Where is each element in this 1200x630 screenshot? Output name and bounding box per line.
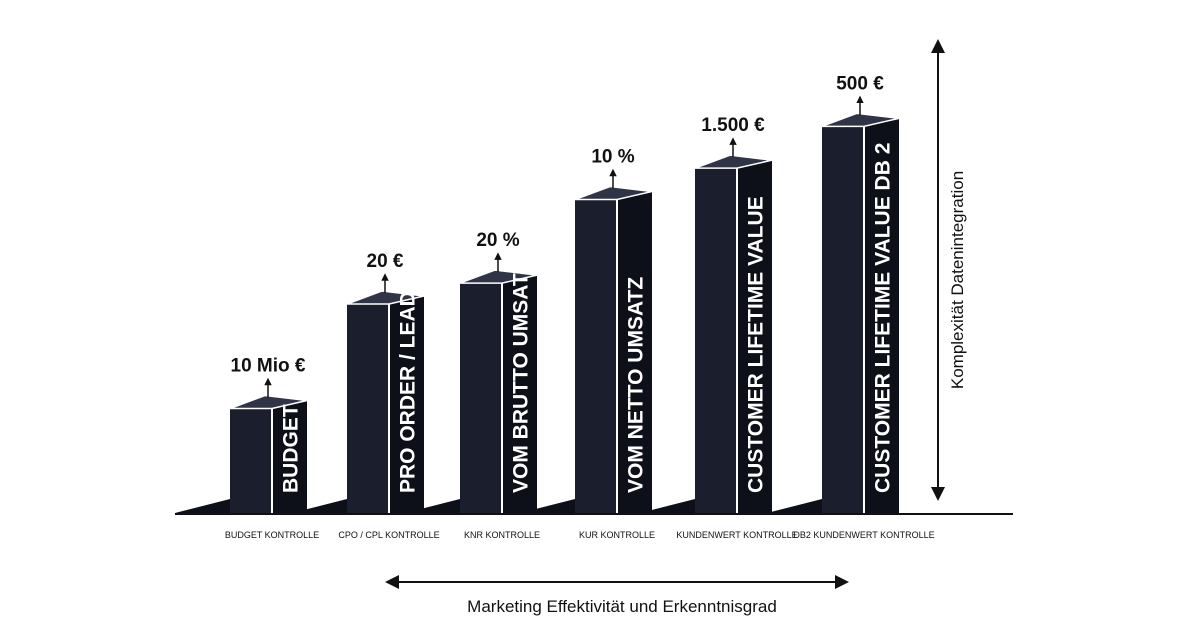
bar-front-face bbox=[822, 126, 864, 513]
category-label: KUNDENWERT KONTROLLE bbox=[676, 530, 797, 540]
bar-top-face bbox=[821, 112, 900, 128]
bar-label: BUDGET bbox=[280, 404, 303, 493]
value-label: 500 € bbox=[836, 73, 884, 94]
bar-4: VOM NETTO UMSATZ 10 % bbox=[520, 147, 653, 513]
bar-side-face bbox=[737, 160, 772, 513]
bar-shadow bbox=[175, 499, 230, 513]
bar-side-face bbox=[389, 296, 424, 513]
value-label: 1.500 € bbox=[701, 115, 765, 136]
bar-front-face bbox=[575, 199, 617, 513]
bar-side-face bbox=[617, 191, 652, 513]
category-label: DB2 KUNDENWERT KONTROLLE bbox=[793, 530, 934, 540]
bar-side-face bbox=[272, 400, 307, 513]
bar-2: PRO ORDER / LEAD 20 € bbox=[292, 251, 425, 513]
bar-shadow bbox=[767, 499, 822, 513]
bar-5: CUSTOMER LIFETIME VALUE 1.500 € bbox=[640, 115, 773, 513]
bar-3: VOM BRUTTO UMSATZ 20 % bbox=[405, 230, 538, 513]
bar-label: CUSTOMER LIFETIME VALUE bbox=[745, 196, 768, 493]
bar-top-face bbox=[459, 269, 538, 284]
bar-front-face bbox=[460, 283, 502, 513]
bar-shadow bbox=[292, 499, 347, 513]
bar-front-face bbox=[695, 168, 737, 513]
bar-label: CUSTOMER LIFETIME VALUE DB 2 bbox=[872, 143, 895, 493]
bar-side-face bbox=[502, 275, 537, 513]
bar-top-face bbox=[694, 154, 773, 169]
bar-1: BUDGET 10 Mio € bbox=[175, 356, 308, 513]
bar-top-face bbox=[574, 185, 653, 201]
bar-top-face bbox=[229, 394, 308, 410]
value-label: 20 % bbox=[476, 230, 519, 251]
bar-label: VOM BRUTTO UMSATZ bbox=[510, 260, 533, 493]
value-label: 10 Mio € bbox=[231, 356, 306, 377]
y-axis-title: Komplexität Datenintegration bbox=[948, 171, 967, 389]
category-label: KUR KONTROLLE bbox=[579, 530, 655, 540]
bar-6: CUSTOMER LIFETIME VALUE DB 2 500 € bbox=[767, 73, 900, 513]
bar-shadow bbox=[640, 499, 695, 513]
bar-shadow bbox=[405, 499, 460, 513]
bar-shadow bbox=[520, 499, 575, 513]
category-label: CPO / CPL KONTROLLE bbox=[338, 530, 439, 540]
bar-top-face bbox=[346, 290, 425, 305]
category-labels: BUDGET KONTROLLE CPO / CPL KONTROLLE KNR K… bbox=[225, 530, 935, 540]
x-axis-title: Marketing Effektivität und Erkenntnisgra… bbox=[467, 597, 777, 616]
value-label: 10 % bbox=[591, 147, 634, 168]
value-label: 20 € bbox=[367, 251, 404, 272]
bar-front-face bbox=[230, 408, 272, 513]
bar-side-face bbox=[864, 118, 899, 513]
bar-label: VOM NETTO UMSATZ bbox=[625, 277, 648, 493]
category-label: KNR KONTROLLE bbox=[464, 530, 540, 540]
bar-label: PRO ORDER / LEAD bbox=[397, 291, 420, 493]
category-label: BUDGET KONTROLLE bbox=[225, 530, 319, 540]
bar-front-face bbox=[347, 304, 389, 513]
